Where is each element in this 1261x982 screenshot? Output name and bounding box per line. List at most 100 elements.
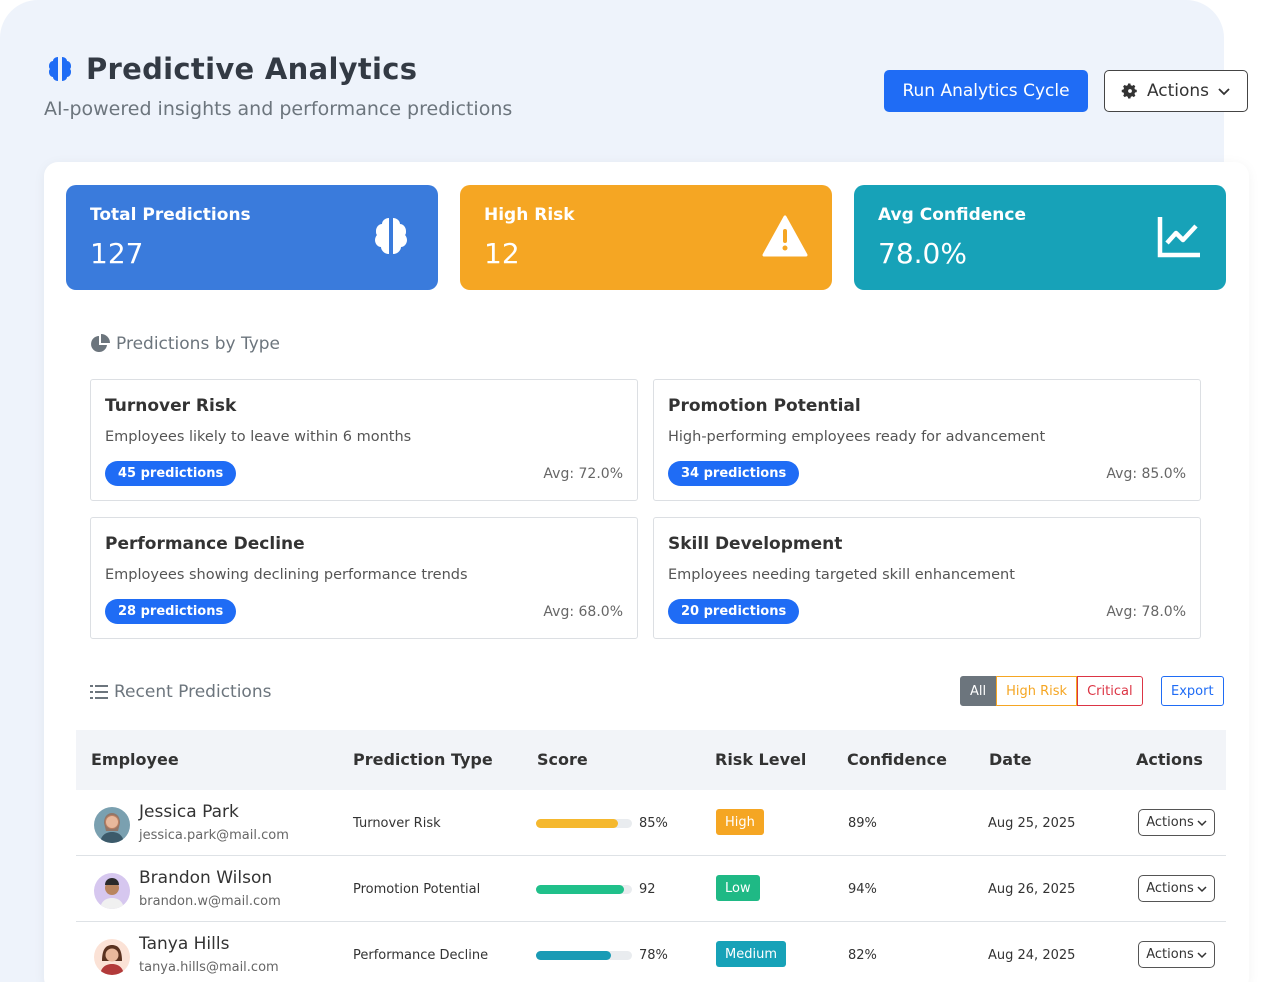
stat-label: High Risk <box>484 205 575 225</box>
row-actions-label: Actions <box>1146 947 1194 962</box>
page-header: Predictive Analytics AI-powered insights… <box>44 52 512 120</box>
pie-chart-icon <box>91 334 110 352</box>
filter-all-button[interactable]: All <box>960 676 997 706</box>
score-bar <box>536 951 632 960</box>
prediction-avg: Avg: 78.0% <box>1106 604 1186 620</box>
filter-high-risk-button[interactable]: High Risk <box>996 676 1078 706</box>
prediction-count-badge: 45 predictions <box>105 461 237 486</box>
column-header: Date <box>989 750 1032 769</box>
list-icon <box>90 685 108 699</box>
row-actions-button[interactable]: Actions <box>1138 875 1215 902</box>
stat-total-predictions: Total Predictions 127 <box>66 185 438 290</box>
column-header: Risk Level <box>715 750 807 769</box>
column-header: Employee <box>91 750 179 769</box>
row-actions-label: Actions <box>1146 815 1194 830</box>
risk-filter-group: All High Risk Critical <box>960 676 1143 706</box>
prediction-date: Aug 26, 2025 <box>988 882 1076 897</box>
recent-predictions-heading: Recent Predictions <box>90 682 271 702</box>
prediction-avg: Avg: 68.0% <box>543 604 623 620</box>
score-bar-fill <box>536 885 625 894</box>
main-card: Total Predictions 127 High Risk 12 Avg C… <box>44 162 1249 982</box>
score-bar-fill <box>536 819 618 828</box>
prediction-type-card[interactable]: Promotion Potential High-performing empl… <box>653 379 1201 501</box>
stat-avg-confidence: Avg Confidence 78.0% <box>854 185 1226 290</box>
risk-badge: High <box>716 809 764 835</box>
employee-email: jessica.park@mail.com <box>139 828 289 843</box>
stat-value: 78.0% <box>878 237 967 270</box>
chevron-down-icon <box>1197 951 1207 958</box>
stat-label: Avg Confidence <box>878 205 1026 225</box>
predictions-by-type-heading: Predictions by Type <box>90 334 280 354</box>
prediction-type-desc: Employees showing declining performance … <box>105 567 468 583</box>
prediction-type-desc: High-performing employees ready for adva… <box>668 429 1046 445</box>
prediction-type-title: Turnover Risk <box>105 396 237 416</box>
chevron-down-icon <box>1218 88 1230 96</box>
row-actions-label: Actions <box>1146 881 1194 896</box>
employee-name: Jessica Park <box>139 802 239 822</box>
prediction-avg: Avg: 72.0% <box>543 466 623 482</box>
page-subtitle: AI-powered insights and performance pred… <box>44 98 513 120</box>
score-value: 92 <box>639 882 656 897</box>
section-title-text: Recent Predictions <box>114 682 272 702</box>
score-bar-fill <box>536 951 611 960</box>
avatar <box>94 873 130 909</box>
actions-label: Actions <box>1146 81 1210 101</box>
export-button[interactable]: Export <box>1161 676 1224 706</box>
confidence-value: 89% <box>848 816 877 831</box>
table-header: Employee Prediction Type Score Risk Leve… <box>76 730 1226 790</box>
stat-high-risk: High Risk 12 <box>460 185 832 290</box>
brain-icon <box>375 218 407 254</box>
prediction-avg: Avg: 85.0% <box>1106 466 1186 482</box>
score-bar <box>536 885 632 894</box>
prediction-type-desc: Employees needing targeted skill enhance… <box>668 567 1015 583</box>
column-header: Score <box>537 750 588 769</box>
score-bar <box>536 819 632 828</box>
prediction-type-card[interactable]: Skill Development Employees needing targ… <box>653 517 1201 639</box>
prediction-type-card[interactable]: Turnover Risk Employees likely to leave … <box>90 379 638 501</box>
row-actions-button[interactable]: Actions <box>1138 941 1215 968</box>
prediction-date: Aug 24, 2025 <box>988 948 1076 963</box>
warning-icon <box>762 215 808 257</box>
prediction-type-card[interactable]: Performance Decline Employees showing de… <box>90 517 638 639</box>
employee-name: Tanya Hills <box>139 934 230 954</box>
prediction-count-badge: 34 predictions <box>668 461 800 486</box>
stat-value: 127 <box>90 237 144 270</box>
prediction-type: Promotion Potential <box>353 882 481 897</box>
table-row[interactable]: Jessica Park jessica.park@mail.com Turno… <box>76 790 1226 856</box>
prediction-type: Turnover Risk <box>353 816 441 831</box>
prediction-count-badge: 28 predictions <box>105 599 237 624</box>
actions-dropdown-button[interactable]: Actions <box>1104 70 1248 112</box>
confidence-value: 82% <box>848 948 877 963</box>
risk-badge: Low <box>716 875 760 901</box>
filter-critical-button[interactable]: Critical <box>1077 676 1143 706</box>
table-row[interactable]: Brandon Wilson brandon.w@mail.com Promot… <box>76 856 1226 922</box>
column-header: Prediction Type <box>353 750 493 769</box>
employee-name: Brandon Wilson <box>139 868 273 888</box>
score-value: 85% <box>639 816 668 831</box>
run-analytics-button[interactable]: Run Analytics Cycle <box>884 70 1088 112</box>
risk-badge: Medium <box>716 941 786 967</box>
prediction-type-title: Performance Decline <box>105 534 305 554</box>
prediction-count-badge: 20 predictions <box>668 599 800 624</box>
column-header: Actions <box>1136 750 1203 769</box>
avatar <box>94 807 130 843</box>
chevron-down-icon <box>1197 819 1207 826</box>
stat-value: 12 <box>484 237 520 270</box>
section-title-text: Predictions by Type <box>116 334 281 354</box>
prediction-type-desc: Employees likely to leave within 6 month… <box>105 429 412 445</box>
employee-email: tanya.hills@mail.com <box>139 960 279 975</box>
chevron-down-icon <box>1197 885 1207 892</box>
prediction-type: Performance Decline <box>353 948 489 963</box>
gear-icon <box>1121 83 1137 99</box>
table-row[interactable]: Tanya Hills tanya.hills@mail.com Perform… <box>76 922 1226 982</box>
brain-icon <box>49 57 71 81</box>
page-title: Predictive Analytics <box>86 52 418 86</box>
chart-line-icon <box>1157 217 1200 258</box>
prediction-type-title: Promotion Potential <box>668 396 861 416</box>
row-actions-button[interactable]: Actions <box>1138 809 1215 836</box>
avatar <box>94 939 130 975</box>
score-value: 78% <box>639 948 668 963</box>
prediction-date: Aug 25, 2025 <box>988 816 1076 831</box>
employee-email: brandon.w@mail.com <box>139 894 281 909</box>
prediction-type-title: Skill Development <box>668 534 843 554</box>
